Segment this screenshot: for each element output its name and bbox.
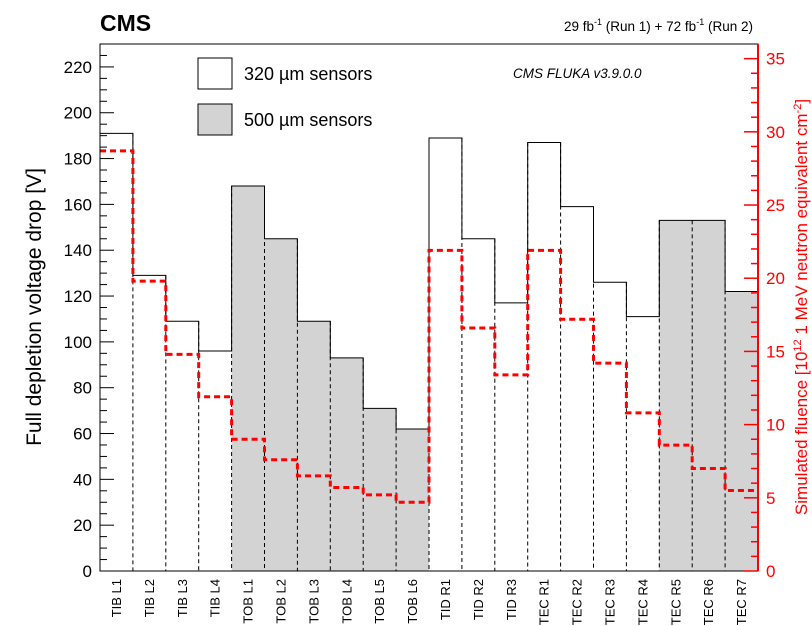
x-tick-label-12: TID R3	[504, 579, 519, 620]
bar-2	[165, 321, 199, 571]
x-tick-label-14: TEC R2	[570, 579, 585, 625]
header-left: CMS	[100, 10, 151, 36]
bar-18	[692, 220, 726, 572]
y-tick-label-160: 160	[64, 195, 92, 214]
y2-tick-label-10: 10	[766, 416, 785, 435]
bar-14	[560, 206, 594, 571]
bar-5	[264, 238, 298, 571]
y-tick-label-220: 220	[64, 58, 92, 77]
y-tick-label-120: 120	[64, 287, 92, 306]
fluka-annotation: CMS FLUKA v3.9.0.0	[513, 66, 642, 81]
x-tick-label-16: TEC R4	[635, 579, 650, 625]
x-tick-label-8: TOB L5	[372, 579, 387, 624]
x-tick-label-17: TEC R5	[668, 579, 683, 625]
y-tick-label-180: 180	[64, 150, 92, 169]
y2-tick-label-5: 5	[766, 489, 775, 508]
bar-4	[231, 186, 265, 572]
y-axis-left: 0 20 40 60 80 100 120 140 160 180 200 220	[64, 54, 114, 581]
bar-11	[461, 238, 495, 571]
legend-label-500: 500 µm sensors	[244, 110, 372, 130]
bar-19	[725, 291, 758, 571]
x-tick-label-13: TEC R1	[537, 579, 552, 625]
x-tick-label-9: TOB L6	[405, 579, 420, 624]
legend-label-320: 320 µm sensors	[244, 64, 372, 84]
bar-17	[659, 220, 693, 572]
y2-tick-label-30: 30	[766, 123, 785, 142]
bar-16	[626, 316, 660, 571]
x-tick-label-18: TEC R6	[701, 579, 716, 625]
x-tick-label-7: TOB L4	[339, 579, 354, 624]
y-axis-title: Full depletion voltage drop [V]	[23, 168, 46, 446]
bar-12	[494, 302, 528, 571]
x-tick-label-4: TOB L1	[241, 579, 256, 624]
x-tick-label-15: TEC R3	[602, 579, 617, 625]
y-tick-label-60: 60	[73, 425, 92, 444]
bar-13	[527, 142, 561, 571]
x-tick-label-11: TID R2	[471, 579, 486, 620]
y-axis-right: 0 5 10 15 20 25 30 35	[744, 44, 785, 581]
bar-15	[593, 282, 627, 571]
x-tick-label-6: TOB L3	[306, 579, 321, 624]
bar-8	[363, 408, 397, 571]
y-tick-label-80: 80	[73, 379, 92, 398]
x-tick-label-1: TIB L2	[142, 579, 157, 617]
x-axis-labels: TIB L1 TIB L2 TIB L3 TIB L4 TOB L1 TOB L2 TOB …	[109, 579, 749, 625]
y2-tick-label-25: 25	[766, 196, 785, 215]
bar-9	[396, 428, 429, 571]
header-right: 29 fb-1 (Run 1) + 72 fb-1 (Run 2)	[564, 17, 753, 34]
x-tick-label-19: TEC R7	[734, 579, 749, 625]
y2-tick-label-35: 35	[766, 50, 785, 69]
y-tick-label-100: 100	[64, 333, 92, 352]
bar-6	[297, 321, 331, 571]
bar-10	[429, 137, 462, 571]
x-tick-label-3: TIB L4	[208, 579, 223, 617]
legend-swatch-500	[197, 103, 233, 136]
y-tick-label-20: 20	[73, 516, 92, 535]
y2-tick-label-0: 0	[766, 562, 775, 581]
bar-3	[198, 351, 232, 571]
legend-swatch-320	[197, 57, 233, 90]
x-tick-label-5: TOB L2	[273, 579, 288, 624]
y-axis2-title: Simulated fluence [1012 1 MeV neutron eq…	[792, 99, 811, 515]
fluence-line	[100, 149, 758, 504]
y2-tick-label-15: 15	[766, 342, 785, 361]
legend: 320 µm sensors 500 µm sensors	[197, 57, 372, 136]
y-tick-label-140: 140	[64, 241, 92, 260]
x-tick-label-2: TIB L3	[175, 579, 190, 617]
y-tick-label-40: 40	[73, 470, 92, 489]
x-tick-label-10: TID R1	[438, 579, 453, 620]
y-tick-label-200: 200	[64, 104, 92, 123]
bar-7	[330, 357, 364, 571]
bar-0	[100, 133, 133, 571]
y2-tick-label-20: 20	[766, 269, 785, 288]
y-tick-label-0: 0	[83, 562, 92, 581]
fluence-layer	[100, 149, 758, 504]
x-tick-label-0: TIB L1	[109, 579, 124, 617]
bar-1	[132, 275, 166, 571]
bars-layer	[99, 132, 759, 572]
